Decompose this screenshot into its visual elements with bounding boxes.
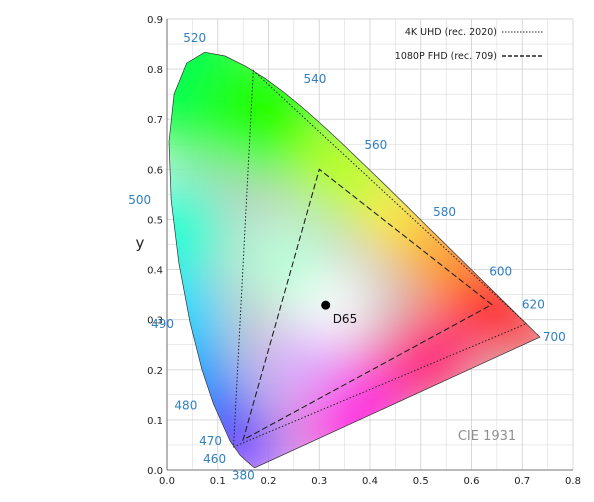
- y-tick-label: 0.8: [147, 65, 163, 76]
- rec2020-triangle: [232, 69, 528, 448]
- wavelength-label-560: 560: [364, 138, 387, 152]
- legend-label: 4K UHD (rec. 2020): [405, 27, 497, 38]
- y-tick-label: 0.2: [147, 366, 163, 377]
- y-axis-label: y: [136, 234, 145, 252]
- color-gamut-fill: [169, 52, 540, 468]
- wavelength-label-700: 700: [543, 330, 566, 344]
- x-tick-label: 0.4: [362, 476, 378, 487]
- y-tick-label: 0.7: [147, 115, 163, 126]
- x-tick-label: 0.6: [464, 476, 480, 487]
- y-tick-labels: 0.0 0.1 0.2 0.3 0.4 0.5 0.6 0.7 0.8 0.9: [147, 15, 163, 477]
- d65-point: [321, 300, 331, 310]
- x-tick-labels: 0.0 0.1 0.2 0.3 0.4 0.5 0.6 0.7 0.8: [159, 476, 581, 487]
- x-tick-label: 0.8: [565, 476, 581, 487]
- x-tick-label: 0.7: [514, 476, 530, 487]
- cie-1931-watermark: CIE 1931: [458, 429, 516, 444]
- wavelength-label-380: 380: [232, 468, 255, 482]
- wavelength-label-480: 480: [174, 399, 197, 413]
- x-tick-label: 0.1: [210, 476, 226, 487]
- rec709-triangle: [242, 168, 493, 442]
- x-tick-label: 0.2: [261, 476, 277, 487]
- wavelength-label-460: 460: [203, 452, 226, 466]
- wavelength-label-490: 490: [151, 317, 174, 331]
- x-tick-label: 0.0: [159, 476, 175, 487]
- y-tick-label: 0.6: [147, 165, 163, 176]
- wavelength-label-540: 540: [304, 72, 327, 86]
- wavelength-label-500: 500: [128, 193, 151, 207]
- spectral-locus-outline: [168, 51, 541, 468]
- wavelength-label-470: 470: [199, 434, 222, 448]
- y-tick-label: 0.1: [147, 416, 163, 427]
- y-tick-label: 0.5: [147, 215, 163, 226]
- wavelength-label-520: 520: [183, 31, 206, 45]
- y-tick-label: 0.4: [147, 266, 163, 277]
- y-tick-label: 0.9: [147, 15, 163, 26]
- white-point-markers: D65: [321, 300, 358, 326]
- gamut-triangles: [232, 69, 528, 448]
- wavelength-label-600: 600: [489, 264, 512, 278]
- d65-label: D65: [333, 312, 358, 326]
- legend: 4K UHD (rec. 2020) 1080P FHD (rec. 709): [395, 27, 544, 62]
- y-tick-label: 0.0: [147, 466, 163, 477]
- wavelength-labels: 380 460 470 480 490 500 520 540 560 580 600 620 700: [128, 31, 566, 482]
- axes: [166, 19, 573, 471]
- x-tick-label: 0.5: [413, 476, 429, 487]
- wavelength-label-620: 620: [522, 298, 545, 312]
- legend-label: 1080P FHD (rec. 709): [395, 51, 497, 62]
- y-tick-label: 0.3: [147, 316, 163, 327]
- wavelength-label-580: 580: [433, 205, 456, 219]
- x-tick-label: 0.3: [311, 476, 327, 487]
